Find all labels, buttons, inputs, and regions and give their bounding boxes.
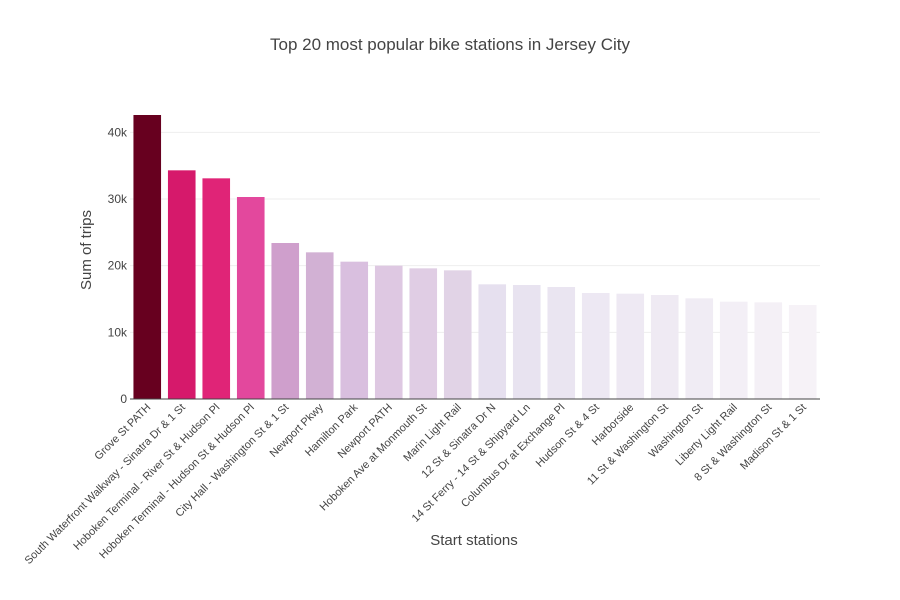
y-tick-label: 40k xyxy=(108,125,128,139)
bar[interactable] xyxy=(547,287,576,399)
bar[interactable] xyxy=(754,302,783,399)
bar[interactable] xyxy=(581,293,610,399)
y-tick-label: 0 xyxy=(120,392,127,406)
bar[interactable] xyxy=(167,170,196,399)
bar[interactable] xyxy=(685,298,714,399)
bar[interactable] xyxy=(616,293,645,399)
y-tick-label: 20k xyxy=(108,259,128,273)
chart-title: Top 20 most popular bike stations in Jer… xyxy=(270,35,631,54)
y-tick-label: 30k xyxy=(108,192,128,206)
bar[interactable] xyxy=(305,252,334,399)
bar[interactable] xyxy=(443,270,472,399)
x-tick-label: South Waterfront Walkway - Sinatra Dr & … xyxy=(23,402,188,567)
bar[interactable] xyxy=(788,305,817,399)
x-tick-label: Hudson St & 4 St xyxy=(534,402,602,470)
x-tick-label: Liberty Light Rail xyxy=(673,402,739,468)
bar[interactable] xyxy=(719,301,748,399)
bar[interactable] xyxy=(650,295,679,399)
bars xyxy=(133,115,817,399)
y-tick-label: 10k xyxy=(108,325,128,339)
bar[interactable] xyxy=(374,265,403,399)
bar[interactable] xyxy=(340,261,369,399)
x-axis-title: Start stations xyxy=(430,532,518,549)
grid-lines xyxy=(130,131,820,333)
y-axis-ticks: 0 10k 20k 30k 40k xyxy=(108,125,128,406)
x-tick-label: Hoboken Terminal - River St & Hudson Pl xyxy=(71,402,222,553)
x-tick-label: Madison St & 1 St xyxy=(738,402,809,473)
bar[interactable] xyxy=(202,178,231,399)
bar[interactable] xyxy=(409,268,438,399)
bar[interactable] xyxy=(271,243,300,399)
bar[interactable] xyxy=(478,284,507,399)
y-axis-title: Sum of trips xyxy=(78,210,95,290)
bar[interactable] xyxy=(512,285,541,399)
bar[interactable] xyxy=(236,197,265,399)
bar[interactable] xyxy=(133,115,162,399)
